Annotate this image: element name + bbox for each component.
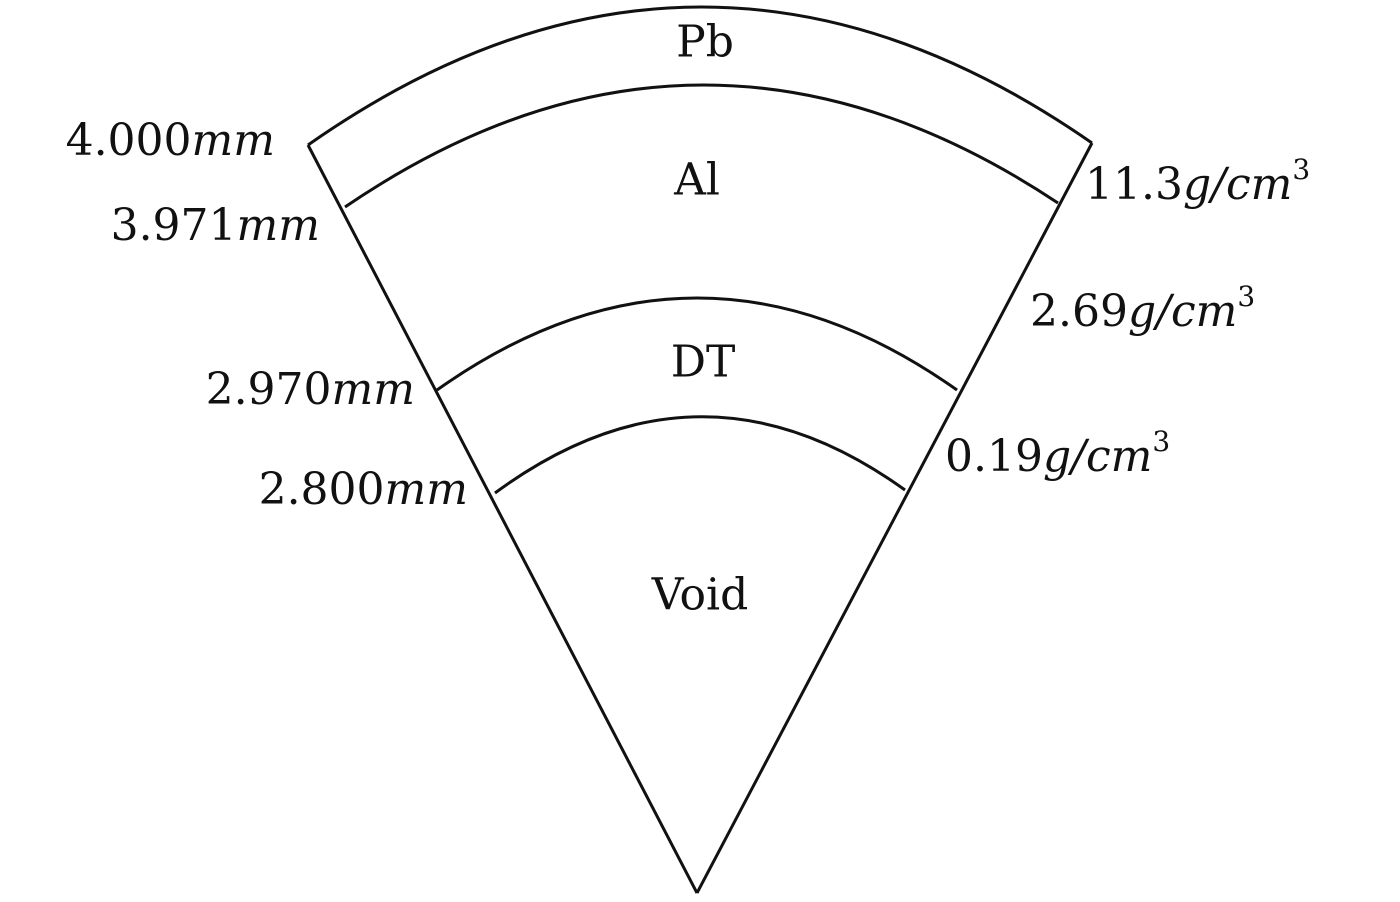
layer-label: Void — [651, 570, 748, 621]
radius-unit: mm — [237, 200, 320, 251]
density-label: 11.3g/cm3 — [1085, 153, 1310, 210]
layer-label: Al — [673, 155, 720, 206]
density-unit: g/cm — [1043, 431, 1152, 482]
density-unit: g/cm — [1128, 286, 1237, 337]
radius-unit: mm — [192, 115, 275, 166]
sector-edge-left — [306, 144, 699, 894]
sector-edge-right — [695, 142, 1094, 894]
density-value: 2.69 — [1030, 286, 1128, 337]
radius-value: 4.000 — [66, 115, 192, 166]
density-exponent: 3 — [1292, 153, 1310, 186]
pb-al-arc — [344, 83, 1059, 209]
density-exponent: 3 — [1237, 280, 1255, 313]
density-exponent: 3 — [1152, 425, 1170, 458]
radius-unit: mm — [332, 364, 415, 415]
layer-label: Pb — [676, 17, 734, 68]
radius-value: 2.970 — [206, 364, 332, 415]
radius-value: 2.800 — [259, 464, 385, 515]
outer-arc — [307, 5, 1093, 147]
radius-label: 2.970mm — [206, 364, 415, 415]
radius-unit: mm — [385, 464, 468, 515]
density-value: 0.19 — [945, 431, 1043, 482]
radius-label: 3.971mm — [111, 200, 320, 251]
al-dt-arc — [436, 296, 958, 392]
density-label: 0.19g/cm3 — [945, 425, 1170, 482]
layer-label: DT — [671, 337, 736, 388]
radius-label: 2.800mm — [259, 464, 468, 515]
radius-value: 3.971 — [111, 200, 237, 251]
radius-label: 4.000mm — [66, 115, 275, 166]
density-label: 2.69g/cm3 — [1030, 280, 1255, 337]
density-unit: g/cm — [1183, 159, 1292, 210]
dt-void-arc — [494, 415, 906, 495]
density-value: 11.3 — [1085, 159, 1183, 210]
